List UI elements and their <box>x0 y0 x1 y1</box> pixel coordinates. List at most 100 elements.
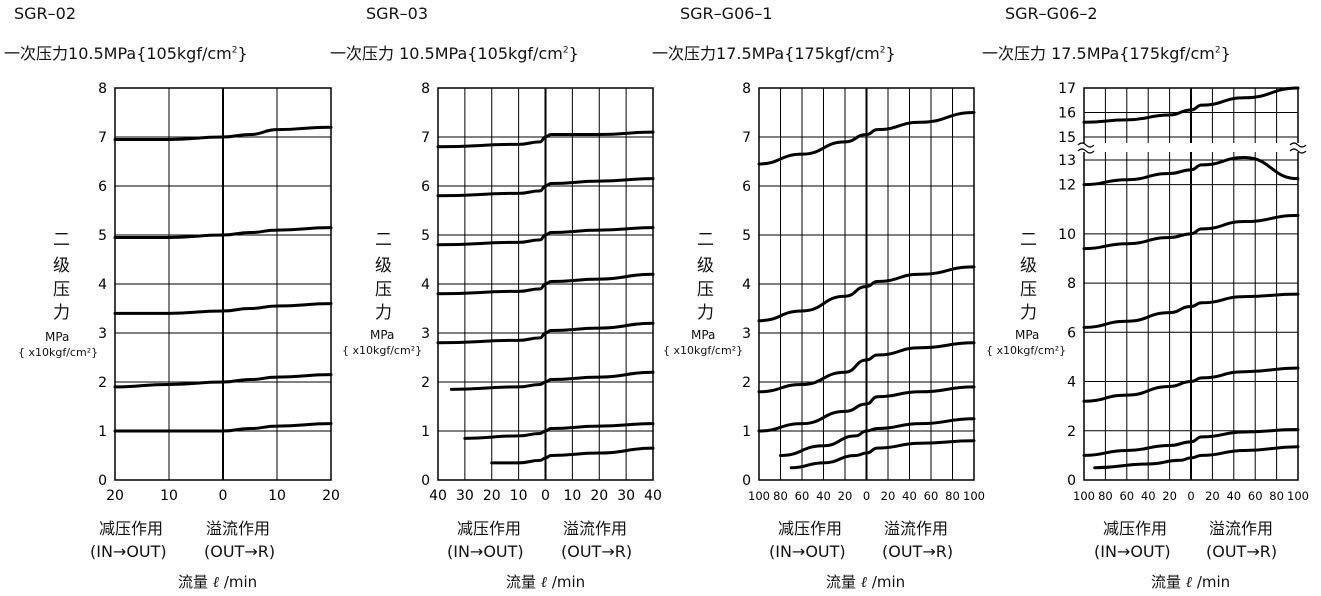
xlabel-relief-sub: (OUT→R) <box>561 542 633 561</box>
ylabel-unit: MPa <box>370 328 395 342</box>
y-tick-label: 7 <box>742 130 751 146</box>
series-line <box>113 373 333 389</box>
x-tick-label: 80 <box>1269 489 1284 503</box>
x-tick-label: 0 <box>863 489 870 503</box>
ylabel-char: 二 <box>697 230 714 250</box>
x-tick-label: 20 <box>106 488 124 504</box>
y-tick-label: 2 <box>421 375 430 391</box>
y-tick-label: 1 <box>742 424 751 440</box>
x-tick-label: 0 <box>541 488 550 504</box>
chart-title-3: SGR–G06–1 <box>680 4 773 23</box>
y-tick-label: 17 <box>1058 81 1076 97</box>
y-tick-label: 3 <box>98 326 107 342</box>
flow-label: 流量 ℓ /min <box>826 573 906 591</box>
series-line <box>1082 213 1300 251</box>
xlabel-reducing: 减压作用 <box>1103 519 1168 538</box>
xlabel-relief: 溢流作用 <box>563 519 628 538</box>
series-line <box>463 422 655 440</box>
y-tick-label: 1 <box>98 424 107 440</box>
y-tick-label: 2 <box>98 375 107 391</box>
series-line <box>757 385 976 433</box>
x-tick-label: 30 <box>617 488 635 504</box>
y-tick-label: 3 <box>742 326 751 342</box>
plot-frame <box>1083 87 1299 481</box>
primary-pressure-2: 一次压力 10.5MPa{105kgf/cm2} <box>330 44 579 63</box>
series-line <box>1082 156 1300 187</box>
x-tick-label: 100 <box>963 489 985 503</box>
xlabel-reducing: 减压作用 <box>778 519 843 538</box>
chart-title-4: SGR–G06–2 <box>1005 4 1098 23</box>
series-line <box>757 341 976 394</box>
xlabel-reducing: 减压作用 <box>457 519 522 538</box>
y-tick-label: 6 <box>98 179 107 195</box>
ylabel-unit-kgf: { x10kgf/cm²} <box>342 344 423 357</box>
y-tick-label: 2 <box>1067 424 1076 440</box>
x-tick-label: 40 <box>644 488 662 504</box>
axis-break-gap <box>1078 143 1304 152</box>
x-tick-label: 20 <box>838 489 853 503</box>
series-line <box>1082 428 1300 457</box>
series-line <box>1082 292 1300 329</box>
xlabel-reducing-sub: (IN→OUT) <box>1094 542 1171 561</box>
x-tick-label: 60 <box>1248 489 1263 503</box>
ylabel-char: 力 <box>1020 303 1037 323</box>
ylabel-char: 力 <box>53 303 70 323</box>
y-tick-label: 13 <box>1058 153 1076 169</box>
x-tick-label: 10 <box>160 488 178 504</box>
y-tick-label: 7 <box>421 130 430 146</box>
x-tick-label: 20 <box>1205 489 1220 503</box>
y-tick-label: 3 <box>421 326 430 342</box>
ylabel-char: 级 <box>1020 256 1037 276</box>
x-tick-label: 20 <box>590 488 608 504</box>
x-tick-label: 100 <box>1073 489 1095 503</box>
ylabel-char: 力 <box>375 303 392 323</box>
series-line <box>1093 445 1300 470</box>
x-tick-label: 20 <box>483 488 501 504</box>
y-tick-label: 16 <box>1058 106 1076 122</box>
primary-pressure-3: 一次压力17.5MPa{175kgf/cm2} <box>652 44 896 63</box>
axis-break-mark <box>1077 148 1095 154</box>
series-line <box>789 439 976 470</box>
x-tick-label: 10 <box>510 488 528 504</box>
axis-break-mark <box>1289 142 1307 148</box>
y-tick-label: 6 <box>742 179 751 195</box>
x-tick-label: 80 <box>1098 489 1113 503</box>
x-tick-label: 60 <box>795 489 810 503</box>
y-tick-label: 2 <box>742 375 751 391</box>
ylabel-unit: MPa <box>691 328 716 342</box>
flow-label: 流量 ℓ /min <box>1151 573 1231 591</box>
y-tick-label: 6 <box>1067 325 1076 341</box>
y-tick-label: 1 <box>421 424 430 440</box>
chart-title-1: SGR–02 <box>14 4 77 23</box>
series-line <box>436 226 655 247</box>
primary-pressure-1: 一次压力10.5MPa{105kgf/cm2} <box>4 44 248 63</box>
axis-break-mark <box>1289 148 1307 154</box>
flow-label: 流量 ℓ /min <box>178 573 258 591</box>
x-tick-label: 0 <box>219 488 228 504</box>
y-tick-label: 5 <box>421 228 430 244</box>
ylabel-char: 二 <box>1020 230 1037 250</box>
y-tick-label: 8 <box>742 81 751 97</box>
series-line <box>757 265 976 323</box>
x-tick-label: 10 <box>563 488 581 504</box>
series-line <box>449 370 655 391</box>
series-line <box>1082 366 1300 403</box>
ylabel-char: 力 <box>697 303 714 323</box>
y-tick-label: 4 <box>742 277 751 293</box>
plot-frame <box>758 87 975 481</box>
ylabel-char: 二 <box>53 230 70 250</box>
x-tick-label: 20 <box>322 488 340 504</box>
ylabel-char: 级 <box>697 256 714 276</box>
y-tick-label: 0 <box>98 473 107 489</box>
x-tick-label: 60 <box>1119 489 1134 503</box>
x-tick-label: 80 <box>773 489 788 503</box>
series-line <box>490 446 655 465</box>
x-tick-label: 100 <box>1287 489 1309 503</box>
y-tick-label: 6 <box>421 179 430 195</box>
series-line <box>113 226 333 239</box>
y-tick-label: 5 <box>742 228 751 244</box>
series-line <box>436 130 655 149</box>
xlabel-reducing: 减压作用 <box>99 519 164 538</box>
axis-break-mark <box>1077 142 1095 148</box>
x-tick-label: 30 <box>456 488 474 504</box>
